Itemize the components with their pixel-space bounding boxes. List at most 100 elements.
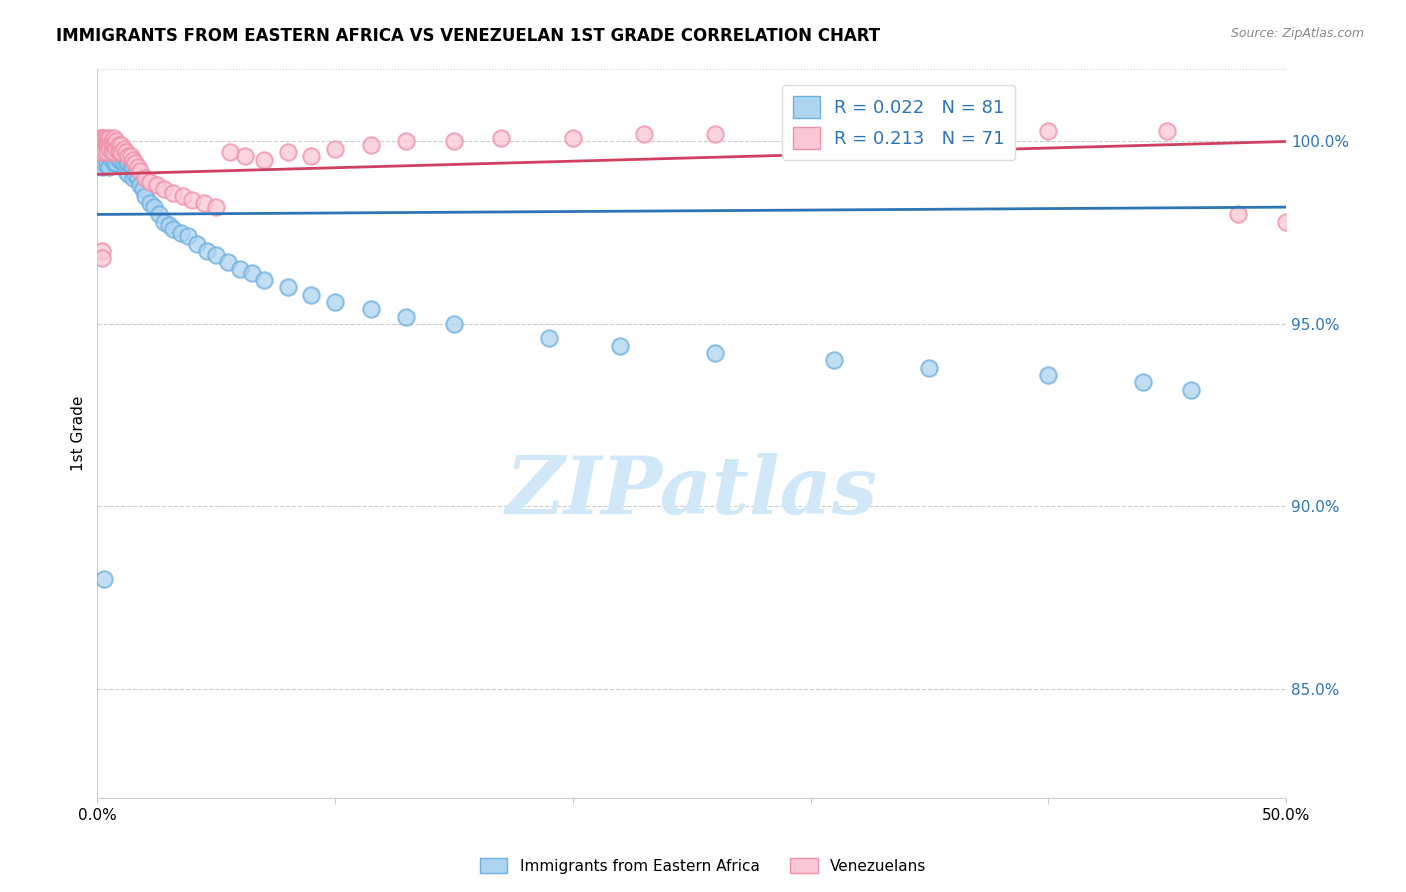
Point [89, 145, 111, 160]
Point [129, 178, 152, 193]
Point [91, 142, 114, 156]
Point [107, 145, 129, 160]
Point [134, 189, 156, 203]
Point [799, 123, 821, 137]
Point [395, 135, 418, 149]
Point [323, 142, 346, 156]
Point [360, 302, 382, 317]
Point [823, 353, 845, 368]
Point [153, 215, 176, 229]
Point [105, 135, 128, 149]
Point [704, 127, 727, 141]
Point [91, 153, 114, 167]
Point [93, 149, 115, 163]
Point [205, 200, 228, 214]
Text: IMMIGRANTS FROM EASTERN AFRICA VS VENEZUELAN 1ST GRADE CORRELATION CHART: IMMIGRANTS FROM EASTERN AFRICA VS VENEZU… [56, 27, 880, 45]
Point [127, 160, 149, 174]
Point [93, 145, 115, 160]
Point [112, 156, 135, 170]
Point [98, 131, 121, 145]
Point [323, 295, 346, 310]
Point [91, 251, 114, 265]
Point [100, 145, 122, 160]
Point [100, 153, 122, 167]
Point [704, 346, 727, 360]
Point [360, 138, 382, 153]
Point [443, 135, 465, 149]
Point [162, 222, 184, 236]
Point [1180, 383, 1202, 397]
Point [100, 142, 122, 156]
Point [120, 160, 142, 174]
Point [148, 207, 170, 221]
Point [105, 149, 128, 163]
Point [131, 182, 153, 196]
Point [195, 244, 218, 258]
Point [112, 142, 135, 156]
Point [89, 138, 111, 153]
Text: Source: ZipAtlas.com: Source: ZipAtlas.com [1230, 27, 1364, 40]
Legend: Immigrants from Eastern Africa, Venezuelans: Immigrants from Eastern Africa, Venezuel… [474, 852, 932, 880]
Point [193, 196, 215, 211]
Point [91, 149, 114, 163]
Point [91, 131, 114, 145]
Point [186, 236, 208, 251]
Point [146, 178, 169, 193]
Point [181, 193, 204, 207]
Point [537, 331, 560, 345]
Point [395, 310, 418, 324]
Point [153, 182, 176, 196]
Point [93, 145, 115, 160]
Point [93, 572, 115, 586]
Point [205, 247, 228, 261]
Point [299, 287, 322, 301]
Point [100, 138, 122, 153]
Point [93, 156, 115, 170]
Point [96, 138, 118, 153]
Point [633, 127, 655, 141]
Point [91, 138, 114, 153]
Point [138, 175, 160, 189]
Point [172, 189, 194, 203]
Point [115, 163, 138, 178]
Point [96, 145, 118, 160]
Point [96, 138, 118, 153]
Point [91, 142, 114, 156]
Point [93, 138, 115, 153]
Point [91, 135, 114, 149]
Point [117, 156, 139, 170]
Point [103, 138, 125, 153]
Point [89, 153, 111, 167]
Point [169, 226, 191, 240]
Point [96, 135, 118, 149]
Point [89, 142, 111, 156]
Point [96, 156, 118, 170]
Point [124, 156, 146, 170]
Point [100, 135, 122, 149]
Point [100, 145, 122, 160]
Point [609, 339, 631, 353]
Point [107, 138, 129, 153]
Point [1038, 123, 1060, 137]
Point [122, 170, 145, 185]
Point [89, 135, 111, 149]
Point [103, 145, 125, 160]
Point [96, 149, 118, 163]
Point [1132, 376, 1154, 390]
Point [918, 360, 941, 375]
Point [219, 145, 242, 160]
Point [491, 131, 513, 145]
Point [110, 153, 132, 167]
Point [157, 219, 180, 233]
Point [162, 186, 184, 200]
Point [89, 145, 111, 160]
Point [115, 153, 138, 167]
Point [91, 160, 114, 174]
Point [110, 145, 132, 160]
Point [93, 142, 115, 156]
Point [110, 138, 132, 153]
Point [233, 149, 256, 163]
Point [103, 156, 125, 170]
Point [98, 145, 121, 160]
Point [122, 160, 145, 174]
